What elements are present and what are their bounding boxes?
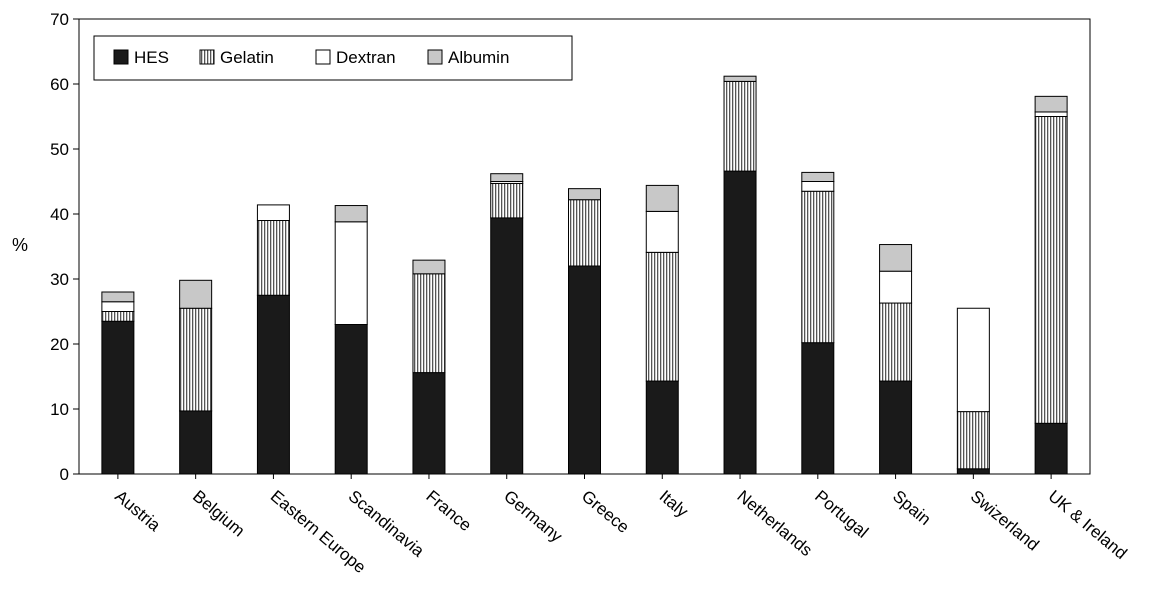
bar-gelatin-eastern-europe — [256, 220, 290, 296]
bar-hes-greece — [568, 265, 601, 475]
bar-hes-italy — [645, 380, 679, 475]
bar-hes-belgium — [179, 410, 213, 475]
bar-gelatin-spain — [879, 302, 913, 382]
bar-hes-netherlands — [723, 170, 757, 475]
x-tick-label: Italy — [656, 487, 692, 522]
bar-albumin-scandinavia — [334, 205, 368, 223]
legend-swatch-dextran — [315, 49, 331, 65]
legend-box — [93, 35, 573, 81]
bar-hes-uk-ireland — [1034, 422, 1068, 475]
bar-hes-austria — [101, 320, 135, 475]
bar-albumin-austria — [101, 291, 135, 303]
bar-gelatin-austria — [101, 311, 135, 322]
bar-dextran-scandinavia — [334, 221, 368, 325]
bar-dextran-italy — [645, 210, 679, 253]
bar-gelatin-portugal — [801, 190, 835, 344]
bar-gelatin-germany — [490, 182, 524, 219]
bar-dextran-portugal — [801, 181, 835, 192]
legend-label-gelatin: Gelatin — [220, 48, 274, 67]
bar-hes-eastern-europe — [256, 294, 290, 475]
x-tick-label: Belgium — [189, 487, 248, 541]
x-tick-label: Austria — [111, 487, 164, 536]
y-axis-title: % — [12, 235, 28, 255]
x-tick-label: France — [422, 487, 475, 536]
bar-dextran-austria — [101, 301, 135, 312]
y-tick-label: 70 — [50, 10, 69, 29]
y-tick-label: 10 — [50, 400, 69, 419]
bar-hes-scandinavia — [334, 324, 368, 475]
bar-dextran-uk-ireland — [1034, 111, 1068, 117]
y-tick-label: 40 — [50, 205, 69, 224]
bar-gelatin-swizerland — [956, 411, 990, 470]
legend-swatch-gelatin — [199, 49, 215, 65]
bar-gelatin-greece — [568, 199, 601, 267]
legend-swatch-hes — [113, 49, 129, 65]
y-tick-label: 60 — [50, 75, 69, 94]
x-tick-label: Germany — [500, 487, 566, 547]
bar-dextran-eastern-europe — [256, 204, 290, 221]
bar-hes-spain — [879, 380, 913, 475]
legend: HES Gelatin Dextran Albumin — [93, 35, 573, 81]
bar-hes-portugal — [801, 342, 835, 475]
bar-albumin-greece — [568, 188, 601, 201]
bar-hes-germany — [490, 217, 524, 475]
bar-albumin-netherlands — [723, 75, 757, 82]
x-tick-label: Portugal — [811, 487, 872, 542]
x-tick-label: Greece — [578, 487, 633, 537]
bar-gelatin-netherlands — [723, 80, 757, 172]
legend-label-hes: HES — [134, 48, 169, 67]
bar-albumin-portugal — [801, 171, 835, 182]
legend-label-dextran: Dextran — [336, 48, 396, 67]
bar-hes-swizerland — [956, 468, 990, 475]
bar-gelatin-italy — [645, 251, 679, 382]
bar-gelatin-uk-ireland — [1034, 116, 1068, 424]
y-tick-label: 30 — [50, 270, 69, 289]
legend-label-albumin: Albumin — [448, 48, 509, 67]
y-tick-label: 50 — [50, 140, 69, 159]
x-tick-label: Netherlands — [733, 487, 815, 560]
bar-albumin-france — [412, 259, 446, 275]
x-tick-label: UK & Ireland — [1045, 487, 1131, 564]
bar-albumin-italy — [645, 184, 679, 212]
x-tick-label: Swizerland — [967, 487, 1043, 555]
y-tick-label: 0 — [60, 465, 69, 484]
bar-gelatin-france — [412, 273, 446, 374]
bar-dextran-swizerland — [956, 307, 990, 413]
bar-albumin-uk-ireland — [1034, 95, 1068, 113]
bar-hes-france — [412, 372, 446, 475]
y-tick-label: 20 — [50, 335, 69, 354]
legend-swatch-albumin — [427, 49, 443, 65]
bar-dextran-spain — [879, 270, 913, 304]
bar-albumin-belgium — [179, 279, 213, 309]
bar-gelatin-belgium — [179, 307, 213, 412]
x-tick-label: Spain — [889, 487, 935, 530]
bar-albumin-spain — [879, 244, 913, 272]
x-tick-label: Scandinavia — [345, 487, 429, 561]
bar-albumin-germany — [490, 173, 524, 182]
